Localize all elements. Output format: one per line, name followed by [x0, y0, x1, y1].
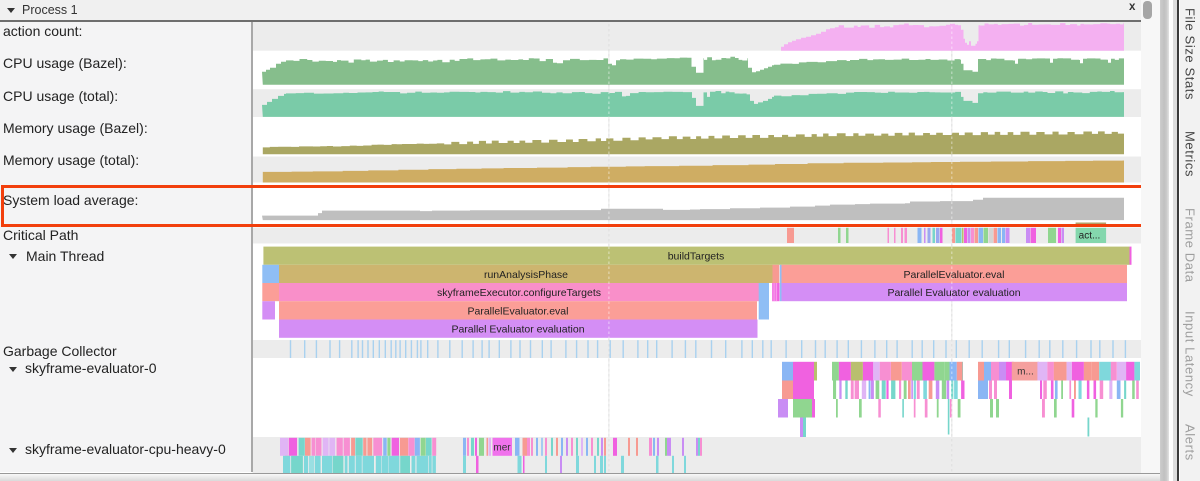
- svg-text:m...: m...: [1017, 367, 1034, 378]
- svg-text:buildTargets: buildTargets: [668, 251, 725, 263]
- svg-text:Parallel Evaluator evaluation: Parallel Evaluator evaluation: [451, 324, 584, 336]
- svg-text:act...: act...: [1079, 231, 1101, 242]
- svg-text:runAnalysisPhase: runAnalysisPhase: [484, 269, 568, 281]
- svg-text:Parallel Evaluator evaluation: Parallel Evaluator evaluation: [887, 287, 1020, 299]
- svg-text:ParallelEvaluator.eval: ParallelEvaluator.eval: [904, 269, 1005, 281]
- svg-text:mer: mer: [493, 443, 511, 454]
- svg-text:skyframeExecutor.configureTarg: skyframeExecutor.configureTargets: [437, 287, 601, 299]
- svg-text:ParallelEvaluator.eval: ParallelEvaluator.eval: [468, 305, 569, 317]
